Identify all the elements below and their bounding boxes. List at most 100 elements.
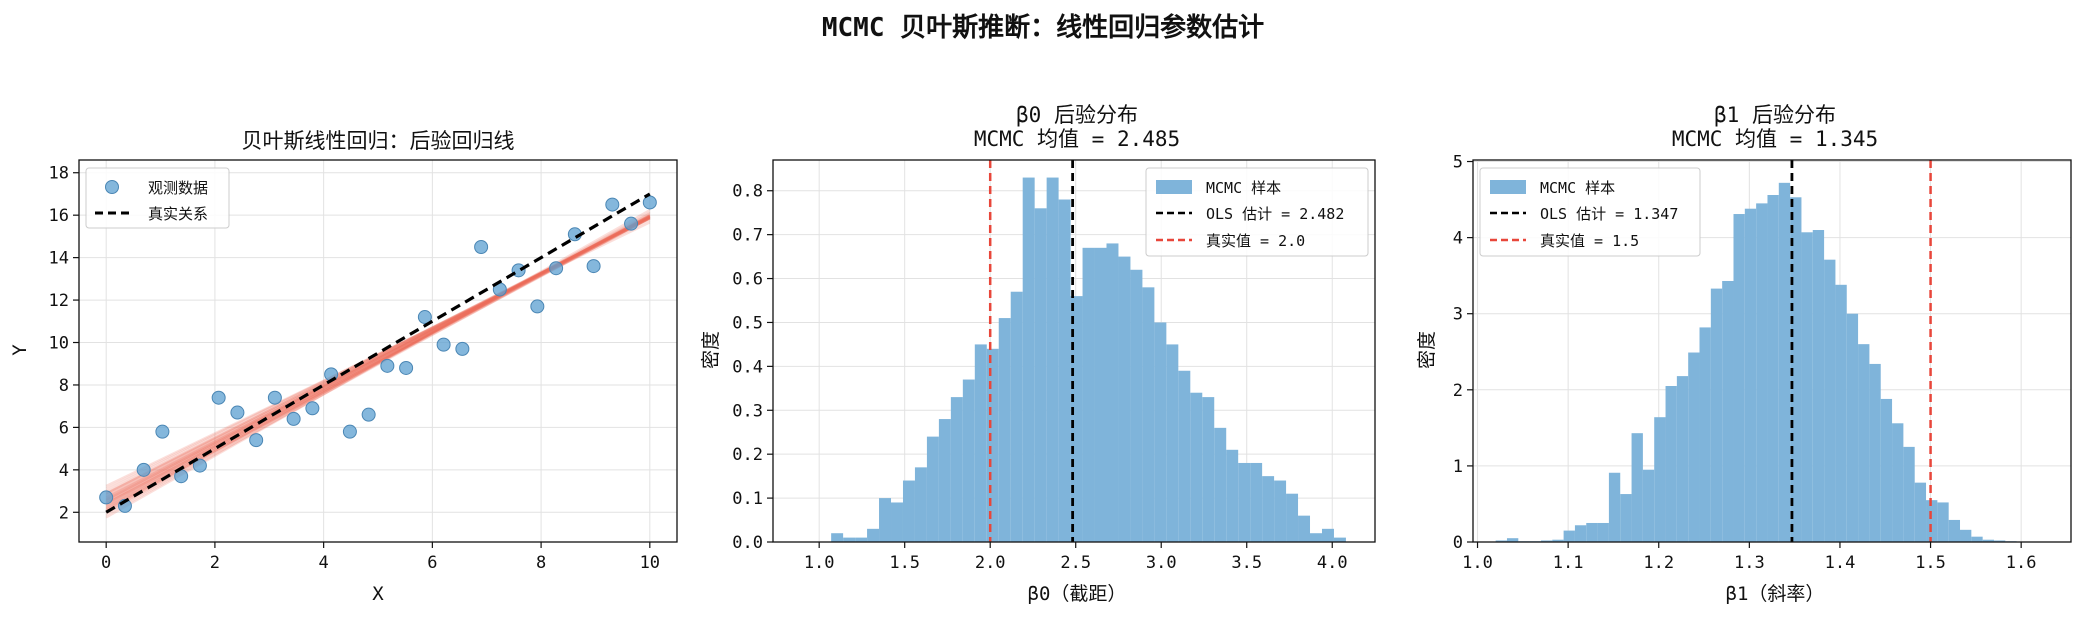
beta1-hist-bar — [1801, 232, 1813, 542]
beta0-hist-bar — [1130, 269, 1143, 542]
observed-data-point — [642, 195, 657, 210]
0-ytick-label: 18 — [49, 164, 69, 184]
beta0-hist-bar — [1262, 476, 1275, 542]
observed-data-point — [586, 259, 601, 274]
observed-data-point — [530, 299, 545, 314]
2-ytick-label: 2 — [1453, 381, 1463, 401]
1-xtick-label: 1.5 — [889, 553, 920, 573]
0-ytick-label: 16 — [49, 206, 69, 226]
1-xtick-label: 2.5 — [1060, 553, 1091, 573]
beta1-hist-bar — [1993, 540, 2006, 542]
beta0-legend-true: 真实值 = 2.0 — [1206, 232, 1305, 250]
beta0-hist-bar — [1238, 462, 1251, 542]
beta0-hist-bar — [1142, 287, 1155, 542]
observed-data-point — [474, 240, 489, 255]
1-ytick-label: 0.7 — [732, 226, 763, 246]
2-xtick-label: 1.2 — [1643, 553, 1674, 573]
2-xtick-label: 1.1 — [1553, 553, 1584, 573]
observed-data-point — [399, 360, 414, 375]
regression-legend: 观测数据 真实关系 — [85, 167, 230, 229]
beta1-legend-hist-swatch — [1490, 180, 1526, 194]
beta0-hist-bar — [1274, 480, 1287, 542]
beta0-hist-bar — [998, 318, 1011, 542]
2-xtick-label: 1.0 — [1462, 553, 1493, 573]
beta0-hist-bar — [891, 502, 903, 542]
1-ytick-label: 0.4 — [732, 357, 763, 377]
observed-data-point — [99, 490, 114, 505]
beta1-hist-bar — [1812, 230, 1825, 542]
true-relation-line — [105, 192, 651, 514]
beta0-hist-bar — [974, 344, 987, 542]
beta0-hist-bar — [1226, 449, 1239, 542]
beta0-hist-bar — [1202, 397, 1215, 542]
regression-ticks: 0 2 4 6 8 10 2 4 6 8 10 12 14 16 18 — [49, 164, 661, 573]
beta1-hist-bar — [1948, 519, 1961, 542]
beta0-hist-bar — [843, 537, 856, 542]
0-xtick-label: 10 — [640, 553, 660, 573]
beta0-hist-bar — [1178, 370, 1191, 542]
beta0-title: β0 后验分布 — [1016, 103, 1138, 127]
beta0-hist-bar — [831, 533, 844, 542]
1-xtick-label: 4.0 — [1317, 553, 1348, 573]
2-xtick-label: 1.3 — [1734, 553, 1765, 573]
beta1-legend-box — [1479, 167, 1701, 257]
observed-data-point — [211, 390, 226, 405]
beta0-hist-bar — [962, 379, 975, 542]
1-ytick-label: 0.1 — [732, 489, 763, 509]
beta1-hist-bar — [1586, 522, 1598, 542]
0-xtick-label: 8 — [536, 553, 546, 573]
beta1-hist-bar — [1642, 469, 1655, 542]
observed-data-point — [249, 433, 264, 448]
observed-data-point — [549, 261, 564, 276]
beta1-hist-bar — [1846, 313, 1859, 542]
beta1-legend: MCMC 样本 OLS 估计 = 1.347 真实值 = 1.5 — [1479, 167, 1701, 257]
1-xtick-label: 1.0 — [804, 553, 835, 573]
beta1-hist-bar — [1552, 539, 1564, 542]
beta0-hist-bar — [1310, 533, 1322, 542]
beta1-hist-bar — [1563, 530, 1575, 542]
legend-observed-data: 观测数据 — [148, 179, 208, 197]
beta0-ticks: 1.0 1.5 2.0 2.5 3.0 3.5 4.0 0.0 0.1 0.2 0.3 0.4 0.5 0… — [732, 182, 1347, 573]
beta0-hist-bar — [1250, 462, 1263, 542]
beta1-hist-bar — [1597, 522, 1609, 542]
beta0-hist-bar — [1286, 493, 1299, 542]
observed-data-point — [436, 337, 451, 352]
observed-data-point — [155, 424, 170, 439]
beta1-ylabel: 密度 — [1416, 331, 1438, 369]
beta1-legend-ols: OLS 估计 = 1.347 — [1540, 205, 1678, 223]
observed-data-point — [624, 216, 639, 231]
0-ytick-label: 10 — [49, 334, 69, 354]
beta0-hist-bar — [1298, 515, 1311, 542]
0-xtick-label: 4 — [319, 553, 329, 573]
beta0-hist-bar — [1106, 243, 1119, 542]
legend-true-relation: 真实关系 — [148, 205, 208, 223]
beta1-hist-bar — [1960, 529, 1972, 542]
beta1-hist-bar — [1767, 195, 1779, 543]
beta1-hist-bar — [1869, 363, 1881, 542]
beta0-hist-bar — [986, 348, 999, 542]
beta1-hist-bar — [1835, 284, 1847, 542]
beta0-hist-bar — [1022, 177, 1035, 542]
beta1-hist-bar — [1914, 482, 1927, 542]
2-ytick-label: 4 — [1453, 229, 1463, 249]
observed-data-point — [230, 405, 245, 420]
beta1-hist-bar — [1756, 203, 1768, 542]
0-ytick-label: 8 — [59, 376, 69, 396]
beta1-legend-true: 真实值 = 1.5 — [1540, 232, 1639, 250]
1-ytick-label: 0.6 — [732, 270, 763, 290]
beta1-axes-frame — [1472, 159, 2072, 543]
beta0-hist-bar — [1058, 199, 1071, 542]
observed-data-point — [192, 458, 207, 473]
beta1-plot-area — [1495, 160, 2017, 543]
panel-beta0: β0 后验分布 MCMC 均值 = 2.485 β0（截距） 密度 1.0 1.5… — [700, 103, 1376, 605]
1-xtick-label: 3.0 — [1146, 553, 1177, 573]
beta1-hist-bar — [1699, 327, 1711, 542]
observed-data-point — [136, 462, 151, 477]
beta0-axes-frame — [772, 159, 1376, 543]
beta1-hist-bar — [1506, 538, 1519, 542]
beta0-hist-bar — [914, 467, 927, 542]
1-ytick-label: 0.8 — [732, 182, 763, 202]
2-xtick-label: 1.5 — [1915, 553, 1946, 573]
beta1-hist-bar — [1631, 433, 1643, 542]
posterior-regression-line — [105, 214, 651, 511]
